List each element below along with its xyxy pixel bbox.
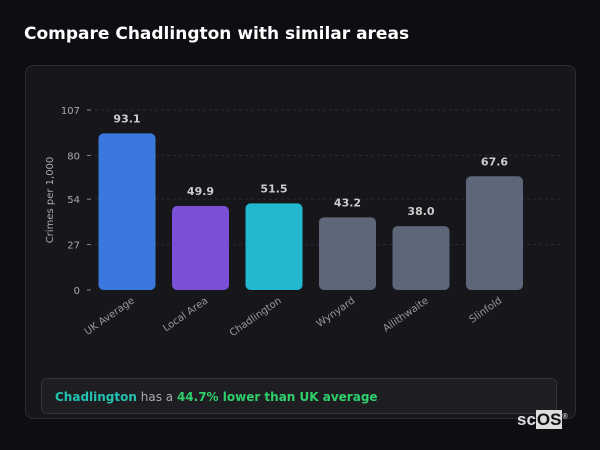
data-label: 67.6: [481, 155, 508, 168]
data-label: 38.0: [407, 205, 434, 218]
y-tick-label: 0: [74, 286, 80, 297]
x-tick-label: Chadlington: [228, 295, 284, 339]
summary-area: Chadlington: [55, 390, 137, 404]
x-tick-label: Local Area: [161, 295, 210, 334]
x-tick-label: Slinfold: [468, 295, 505, 325]
y-tick-label: 107: [61, 106, 80, 117]
page-title: Compare Chadlington with similar areas: [24, 24, 410, 44]
bar-wynyard: [319, 217, 376, 290]
bar-allithwaite: [392, 226, 450, 290]
bar-local-area: [172, 206, 229, 290]
x-tick-label: UK Average: [83, 295, 137, 337]
bar-uk-average: [98, 133, 156, 290]
summary-box: Chadlington has a 44.7% lower than UK av…: [41, 378, 557, 414]
data-label: 43.2: [334, 196, 361, 209]
y-tick-label: 54: [67, 195, 80, 206]
x-tick-label: Allithwaite: [381, 295, 430, 334]
summary-middle: has a: [136, 390, 177, 404]
scos-logo: scOS®: [517, 410, 568, 429]
y-tick-label: 80: [67, 151, 80, 162]
data-label: 49.9: [187, 185, 214, 198]
data-label: 51.5: [260, 182, 287, 195]
summary-comparison: 44.7% lower than UK average: [176, 390, 378, 404]
y-axis-label: Crimes per 1,000: [45, 157, 56, 244]
y-tick-label: 27: [67, 241, 80, 252]
x-tick-label: Wynyard: [315, 295, 358, 329]
data-label: 93.1: [113, 112, 140, 125]
bar-slinfold: [466, 176, 523, 290]
bar-chadlington: [245, 203, 303, 290]
